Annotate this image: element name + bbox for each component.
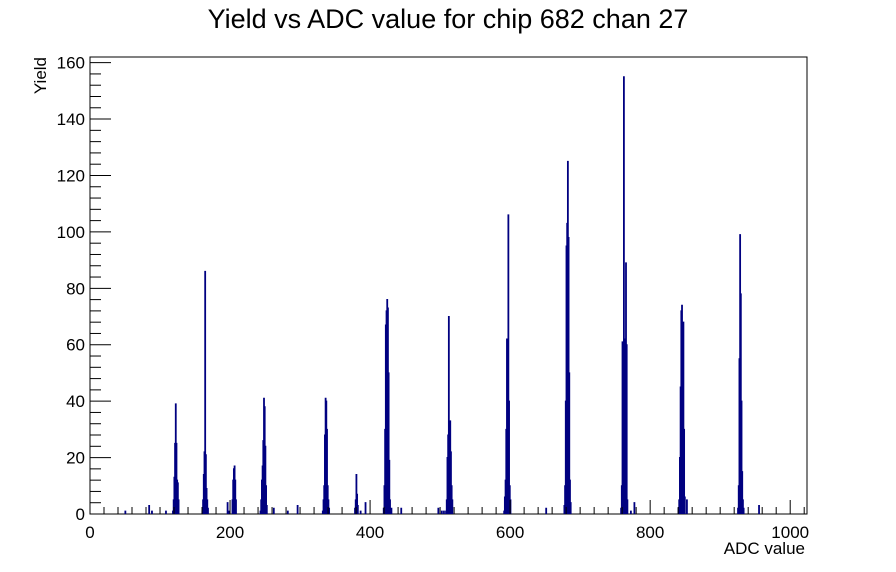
histogram-bin xyxy=(683,496,686,514)
x-tick-label: 400 xyxy=(356,523,384,542)
histogram-bin xyxy=(359,510,362,514)
histogram-bin xyxy=(272,507,275,514)
histogram-bin xyxy=(148,504,151,514)
x-tick-label: 200 xyxy=(216,523,244,542)
x-tick-label: 600 xyxy=(496,523,524,542)
histogram-bin xyxy=(625,344,628,514)
x-axis: 0 200 400 600 800 1000 xyxy=(85,500,809,542)
histogram-bin xyxy=(440,510,443,514)
histogram-bin xyxy=(265,485,267,514)
y-tick-label: 140 xyxy=(57,110,85,129)
histogram-bin xyxy=(389,499,391,514)
histogram-bin xyxy=(740,400,743,514)
histogram-bin xyxy=(364,502,367,514)
y-tick-label: 100 xyxy=(57,223,85,242)
chart-title: Yield vs ADC value for chip 682 chan 27 xyxy=(208,4,689,34)
histogram-bin xyxy=(507,214,510,514)
histogram-bin xyxy=(447,315,450,514)
histogram-bin xyxy=(387,372,390,514)
histogram-bin xyxy=(508,400,510,514)
histogram-bin xyxy=(228,510,230,514)
y-tick-label: 80 xyxy=(66,279,85,298)
histogram-bin xyxy=(226,502,229,514)
histogram-bin xyxy=(633,502,636,514)
histogram-bin xyxy=(506,338,508,514)
histogram-bin xyxy=(124,510,127,514)
histogram-bin xyxy=(356,504,359,514)
histogram-bin xyxy=(630,510,632,514)
histogram-bin xyxy=(569,502,572,514)
histogram-bin xyxy=(176,482,179,514)
histogram-bin xyxy=(682,321,685,514)
y-tick-label: 20 xyxy=(66,449,85,468)
y-tick-label: 40 xyxy=(66,392,85,411)
histogram-bin xyxy=(623,76,625,514)
histogram-bin xyxy=(568,372,571,514)
histogram-bin xyxy=(569,479,571,514)
x-tick-label: 1000 xyxy=(771,523,809,542)
histogram-bin xyxy=(296,504,299,514)
y-tick-label: 0 xyxy=(76,505,85,524)
y-axis-label: Yield xyxy=(31,57,50,94)
histogram-bin xyxy=(175,442,178,514)
histogram-bars xyxy=(124,76,760,514)
histogram-bin xyxy=(742,507,745,514)
histogram-bin xyxy=(265,504,268,514)
histogram-bin xyxy=(235,499,237,514)
histogram-bin xyxy=(742,499,744,514)
histogram-bin xyxy=(204,270,207,514)
x-tick-label: 800 xyxy=(636,523,664,542)
histogram-bin xyxy=(207,507,209,514)
histogram-bin xyxy=(234,479,237,514)
histogram-bin xyxy=(626,499,629,514)
histogram-bin xyxy=(437,507,440,514)
histogram-bin xyxy=(286,510,289,514)
y-axis: 0 20 40 60 80 100 120 140 160 xyxy=(57,54,111,524)
histogram-bin xyxy=(450,451,452,514)
histogram-bin xyxy=(443,510,445,514)
histogram-bin xyxy=(264,445,267,514)
histogram-bin xyxy=(741,471,744,514)
histogram-bin xyxy=(686,499,688,514)
histogram-bin xyxy=(327,499,330,514)
histogram-bin xyxy=(151,510,153,514)
histogram-bin xyxy=(204,454,207,514)
histogram-bin xyxy=(400,507,403,514)
y-tick-label: 120 xyxy=(57,166,85,185)
y-tick-label: 60 xyxy=(66,336,85,355)
histogram-bin xyxy=(356,493,359,514)
histogram-bin xyxy=(758,504,760,514)
histogram-bin xyxy=(165,510,167,514)
histogram-bin xyxy=(328,507,331,514)
y-tick-label: 160 xyxy=(57,54,85,73)
histogram-bin xyxy=(451,499,454,514)
histogram-bin xyxy=(177,499,180,514)
histogram-bin xyxy=(683,428,686,514)
histogram-bin xyxy=(388,459,391,514)
histogram-bin xyxy=(326,428,328,514)
histogram-bin xyxy=(206,499,209,514)
histogram-bin xyxy=(545,507,548,514)
histogram-bin xyxy=(390,507,393,514)
x-tick-label: 0 xyxy=(85,523,94,542)
x-axis-label: ADC value xyxy=(724,539,805,558)
